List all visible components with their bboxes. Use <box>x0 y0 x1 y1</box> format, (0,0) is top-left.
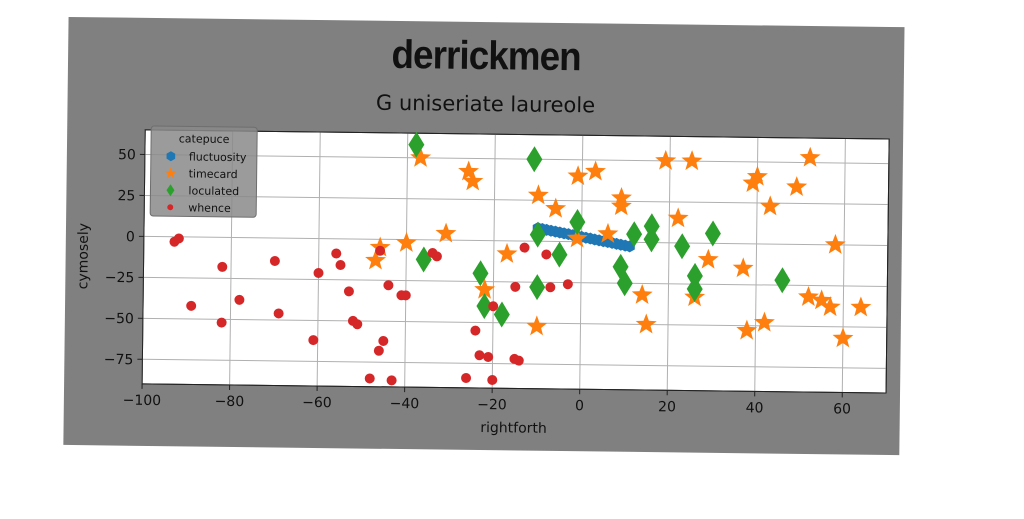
x-tick-label: −80 <box>215 394 245 410</box>
y-axis-label: cymosely <box>75 223 92 289</box>
y-tick-label: 0 <box>126 229 135 245</box>
x-tick-label: −100 <box>123 393 162 409</box>
y-tick-label: −50 <box>104 311 134 327</box>
legend-label: whence <box>188 201 231 215</box>
y-tick-label: 50 <box>118 147 136 163</box>
x-tick-label: −60 <box>302 395 332 411</box>
x-axis-label: rightforth <box>480 420 547 437</box>
legend: catepuce fluctuosity timecard loculated when… <box>150 126 257 217</box>
legend-label: timecard <box>189 167 238 181</box>
x-tick-label: 60 <box>833 401 851 417</box>
x-tick-label: −20 <box>477 397 507 413</box>
x-tick-label: 0 <box>575 398 584 414</box>
legend-label: fluctuosity <box>189 150 247 164</box>
y-tick-label: −25 <box>105 270 135 286</box>
legend-label: loculated <box>188 184 239 198</box>
legend-title: catepuce <box>179 132 230 146</box>
x-tick-label: −40 <box>390 396 420 412</box>
y-tick-label: −75 <box>104 352 134 368</box>
x-tick-label: 40 <box>746 400 764 416</box>
x-tick-label: 20 <box>658 399 676 415</box>
y-tick-label: 25 <box>117 188 135 204</box>
